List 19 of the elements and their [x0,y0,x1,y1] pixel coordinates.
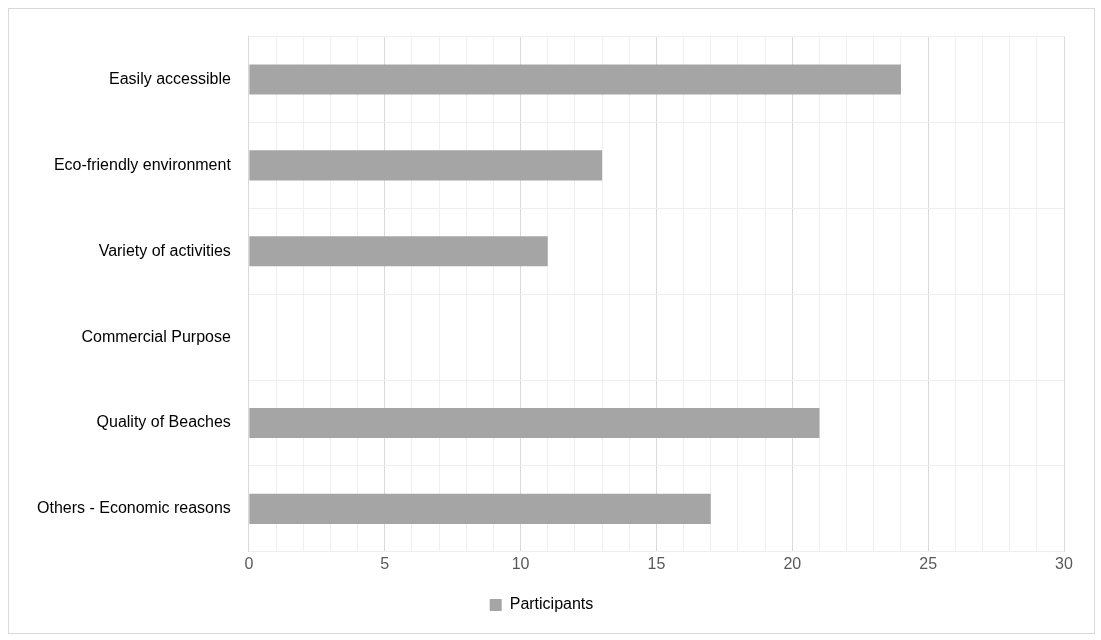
x-tick-label: 10 [511,554,530,572]
bar [249,236,548,267]
bar [249,64,901,95]
y-tick-label: Commercial Purpose [81,327,231,345]
legend-label: Participants [509,595,594,613]
x-tick-label: 15 [647,554,666,572]
x-tick-label: 20 [783,554,802,572]
x-tick-label: 25 [919,554,938,572]
bar [249,493,711,524]
x-tick-label: 0 [244,554,254,572]
bar [249,150,603,181]
y-tick-label: Variety of activities [98,241,231,259]
bar [249,407,820,439]
y-tick-label: Quality of Beaches [96,413,231,431]
y-tick-label: Others - Economic reasons [36,499,231,517]
x-tick-label: 30 [1055,554,1073,572]
y-tick-label: Easily accessible [109,69,231,87]
x-tick-label: 5 [380,554,390,572]
y-tick-label: Eco-friendly environment [53,155,232,173]
